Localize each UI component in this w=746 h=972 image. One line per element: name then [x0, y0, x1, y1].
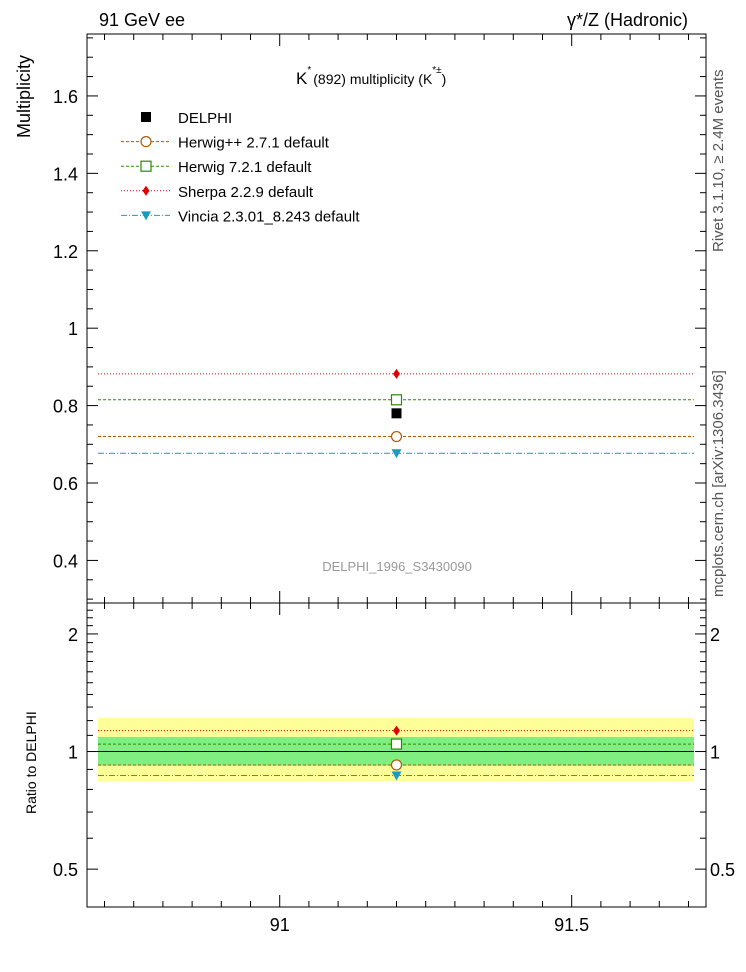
- y-tick-label: 1: [68, 319, 78, 339]
- mcplots-label: mcplots.cern.ch [arXiv:1306.3436]: [710, 370, 727, 597]
- y-tick-label: 0.8: [53, 397, 78, 417]
- y-tick-label: 0.4: [53, 551, 78, 571]
- y-tick-label: 1.2: [53, 242, 78, 262]
- legend-entry-herwig-7-2-1-default: Herwig 7.2.1 default: [121, 159, 312, 176]
- ratio-ylabel: Ratio to DELPHI: [23, 711, 39, 814]
- ratio-y-tick-label: 0.5: [53, 860, 78, 880]
- legend-entry-sherpa-2-2-9-default: Sherpa 2.2.9 default: [121, 184, 314, 201]
- chart-title: K*(892) multiplicity (K*±): [296, 65, 446, 88]
- rivet-label: Rivet 3.1.10, ≥ 2.4M events: [710, 70, 727, 253]
- legend-entry-vincia-2-3-01-8-243-default: Vincia 2.3.01_8.243 default: [121, 208, 360, 225]
- data-point-herwig-7-2-1-default: [390, 394, 403, 406]
- data-point-sherpa-2-2-9-default: [393, 368, 400, 379]
- ratio-point-sherpa-2-2-9-default: [393, 725, 400, 736]
- main-ylabel: Multiplicity: [14, 55, 34, 138]
- ratio-y-tick-label-right: 0.5: [710, 860, 735, 880]
- legend-label: DELPHI: [178, 110, 232, 127]
- legend-label: Herwig++ 2.7.1 default: [178, 135, 330, 152]
- main-y-ticks: 0.4 0.6 0.8 1 1.2 1.4 1.6: [53, 37, 706, 600]
- legend-entry-delphi: DELPHI: [141, 110, 232, 127]
- ratio-y-tick-label-right: 1: [710, 743, 720, 763]
- ratio-panel: 0.5 0.5 1 1 2 2 91 91.5: [53, 602, 735, 935]
- analysis-watermark: DELPHI_1996_S3430090: [322, 559, 472, 574]
- legend-marker: [141, 211, 151, 221]
- legend-entry-herwig-2-7-1-default: Herwig++ 2.7.1 default: [121, 135, 330, 152]
- legend-marker: [141, 112, 151, 122]
- legend-marker: [140, 160, 152, 172]
- x-tick-label: 91.5: [554, 915, 589, 935]
- legend-marker: [140, 136, 152, 148]
- ratio-y-tick-label-right: 2: [710, 625, 720, 645]
- main-series-markers: [390, 368, 403, 459]
- y-tick-label: 1.4: [53, 164, 78, 184]
- y-tick-label: 1.6: [53, 87, 78, 107]
- legend: DELPHI Herwig++ 2.7.1 default Herwig 7.2.1…: [121, 110, 360, 225]
- y-tick-label: 0.6: [53, 474, 78, 494]
- main-x-ticks: [104, 34, 689, 603]
- title-base: K: [296, 69, 308, 88]
- ratio-y-tick-label: 1: [68, 743, 78, 763]
- ratio-series-markers: [390, 725, 403, 781]
- ratio-x-ticks: 91 91.5: [104, 603, 689, 935]
- legend-label: Herwig 7.2.1 default: [178, 159, 312, 176]
- title-sup1: *: [307, 65, 311, 76]
- legend-label: Vincia 2.3.01_8.243 default: [178, 208, 360, 225]
- legend-marker: [142, 185, 150, 196]
- title-end: ): [442, 71, 447, 87]
- ratio-point-herwig-7-2-1-default: [390, 738, 403, 750]
- header-right: γ*/Z (Hadronic): [567, 10, 688, 30]
- ratio-y-tick-label: 2: [68, 625, 78, 645]
- ratio-point-herwig-2-7-1-default: [390, 759, 403, 771]
- header-left: 91 GeV ee: [99, 10, 185, 30]
- ratio-y-ticks: 0.5 0.5 1 1 2 2: [53, 609, 735, 880]
- data-point-herwig-2-7-1-default: [390, 430, 403, 443]
- ratio-point-vincia-2-3-01-8-243-default: [391, 771, 402, 781]
- title-mid: (892) multiplicity (K: [313, 71, 433, 87]
- legend-label: Sherpa 2.2.9 default: [178, 184, 314, 201]
- title-sup2: *±: [432, 65, 442, 76]
- data-point-delphi: [391, 408, 402, 419]
- data-point-vincia-2-3-01-8-243-default: [391, 449, 402, 459]
- x-tick-label: 91: [270, 915, 290, 935]
- main-panel: 0.4 0.6 0.8 1 1.2 1.4 1.6: [53, 33, 707, 604]
